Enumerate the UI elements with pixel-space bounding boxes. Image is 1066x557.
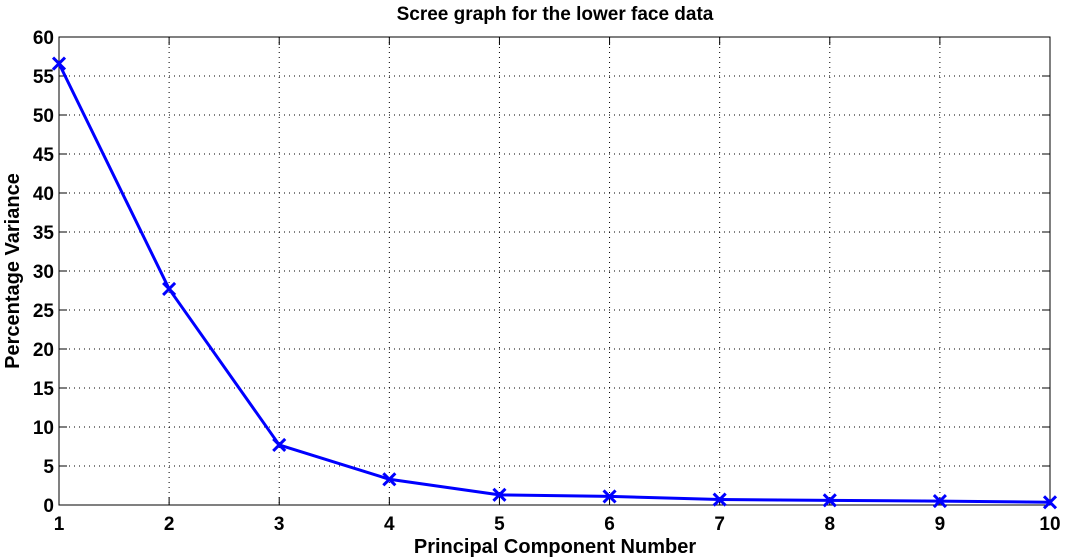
data-point-marker — [382, 472, 397, 487]
y-axis-label: Percentage Variance — [2, 173, 24, 369]
data-point-marker — [51, 56, 67, 71]
series-line — [57, 62, 1051, 504]
chart-title: Scree graph for the lower face data — [397, 4, 714, 25]
y-tick-label: 25 — [33, 301, 55, 322]
y-tick-label: 5 — [43, 457, 54, 478]
x-tick-label: 5 — [494, 514, 505, 535]
x-tick-label: 3 — [274, 514, 285, 535]
y-tick-label: 55 — [33, 67, 55, 88]
data-point-marker — [492, 487, 507, 502]
y-tick-label: 45 — [33, 145, 55, 166]
y-tick-label: 30 — [33, 262, 54, 283]
y-tick-label: 10 — [33, 418, 54, 439]
data-point-marker — [1042, 495, 1058, 510]
x-tick-label: 4 — [384, 514, 395, 535]
data-point-marker — [162, 281, 177, 297]
x-tick-label: 2 — [164, 514, 175, 535]
x-axis-label: Principal Component Number — [414, 536, 696, 557]
y-tick-label: 0 — [43, 496, 54, 517]
y-tick-label: 20 — [33, 340, 54, 361]
data-point-marker — [602, 489, 617, 504]
x-tick-label: 6 — [604, 514, 615, 535]
y-tick-label: 60 — [33, 28, 54, 49]
x-tick-label: 7 — [714, 514, 725, 535]
data-series — [51, 56, 1058, 510]
data-point-marker — [272, 437, 287, 453]
data-point-marker — [712, 492, 727, 507]
x-tick-label: 10 — [1039, 514, 1060, 535]
y-tick-label: 40 — [33, 184, 54, 205]
x-tick-label: 1 — [54, 514, 65, 535]
y-tick-label: 35 — [33, 223, 55, 244]
x-tick-label: 9 — [935, 514, 946, 535]
data-point-marker — [822, 493, 837, 508]
data-point-marker — [932, 494, 947, 509]
y-tick-label: 50 — [33, 106, 54, 127]
grid — [59, 37, 1050, 505]
x-tick-label: 8 — [824, 514, 835, 535]
y-tick-label: 15 — [33, 379, 55, 400]
